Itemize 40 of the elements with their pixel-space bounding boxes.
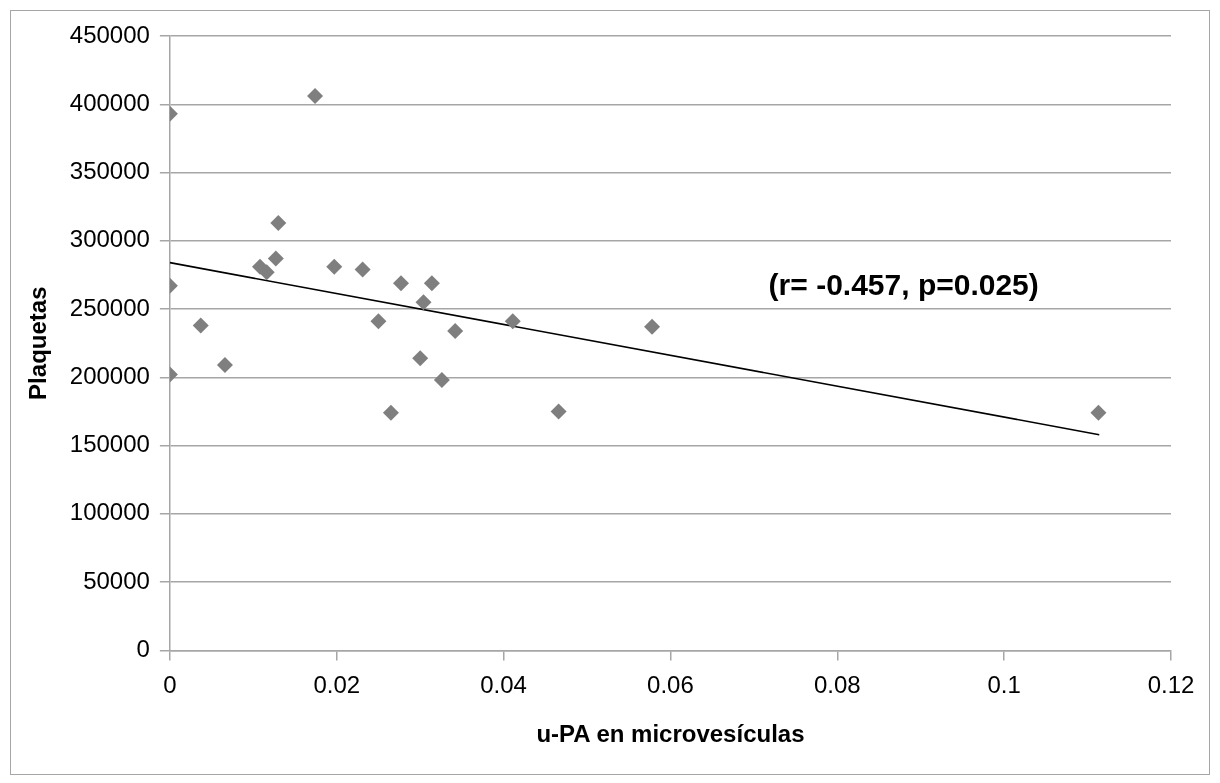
point bbox=[644, 318, 661, 335]
point bbox=[392, 275, 409, 292]
x-tick-label: 0.12 bbox=[1147, 671, 1195, 699]
x-axis-title: u-PA en microvesículas bbox=[536, 720, 805, 748]
point bbox=[216, 357, 233, 374]
point bbox=[423, 275, 440, 292]
y-tick-label: 400000 bbox=[69, 88, 150, 116]
point bbox=[270, 215, 287, 232]
y-tick-label: 50000 bbox=[83, 566, 150, 594]
x-tick-label: 0.06 bbox=[647, 671, 694, 699]
point bbox=[307, 88, 324, 105]
point bbox=[1090, 404, 1107, 421]
point bbox=[550, 403, 567, 420]
point bbox=[412, 350, 429, 367]
x-tick-label: 0.1 bbox=[987, 671, 1021, 699]
point bbox=[447, 322, 464, 339]
point bbox=[354, 261, 371, 278]
x-tick-label: 0.02 bbox=[313, 671, 361, 699]
y-tick-label: 350000 bbox=[69, 157, 150, 185]
point bbox=[258, 264, 275, 281]
point bbox=[504, 313, 521, 330]
y-tick-label: 250000 bbox=[69, 293, 150, 321]
x-tick-label: 0.04 bbox=[480, 671, 527, 699]
y-tick-label: 300000 bbox=[69, 225, 150, 253]
point bbox=[267, 250, 284, 267]
point bbox=[370, 313, 387, 330]
y-tick-label: 150000 bbox=[69, 430, 150, 458]
point bbox=[382, 404, 399, 421]
point bbox=[415, 294, 432, 311]
annotation: (r= -0.457, p=0.025) bbox=[768, 267, 1039, 301]
y-tick-label: 0 bbox=[136, 635, 150, 663]
y-tick-label: 450000 bbox=[69, 20, 150, 48]
y-tick-label: 100000 bbox=[69, 498, 150, 526]
x-tick-label: 0 bbox=[163, 671, 177, 699]
point bbox=[433, 372, 450, 389]
point bbox=[326, 258, 343, 275]
x-tick-label: 0.08 bbox=[813, 671, 861, 699]
point bbox=[192, 317, 209, 334]
y-tick-label: 200000 bbox=[69, 361, 150, 389]
y-axis-title: Plaquetas bbox=[24, 286, 52, 400]
